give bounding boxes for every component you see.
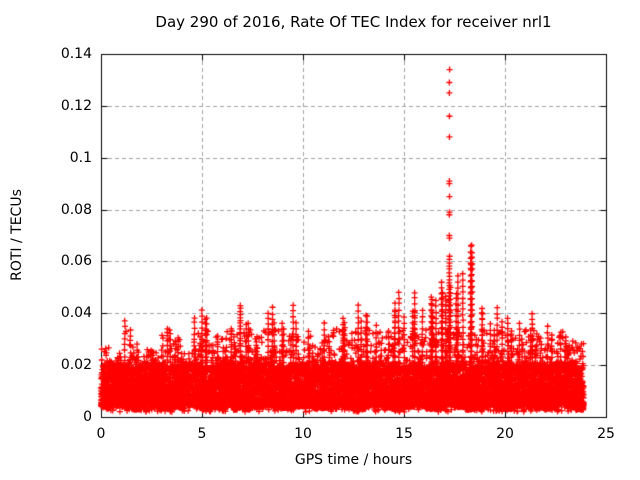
- x-axis-label: GPS time / hours: [294, 452, 413, 468]
- x-tick-label: 25: [597, 426, 615, 442]
- y-axis-label: ROTI / TECUs: [9, 189, 25, 281]
- y-tick-label: 0.02: [60, 357, 92, 374]
- x-tick-label: 20: [496, 426, 514, 442]
- x-tick-label: 5: [197, 426, 207, 442]
- x-tick-label: 10: [294, 426, 312, 442]
- y-tick-label: 0.1: [69, 149, 92, 166]
- y-tick-label: 0.12: [60, 97, 92, 114]
- y-tick-label: 0: [83, 409, 92, 425]
- y-tick-label: 0.06: [60, 253, 92, 270]
- y-tick-label: 0.14: [60, 46, 92, 62]
- y-tick-label: 0.08: [60, 201, 92, 218]
- x-tick-label: 15: [395, 426, 413, 442]
- y-tick-label: 0.04: [60, 305, 92, 322]
- chart-title: Day 290 of 2016, Rate Of TEC Index for r…: [155, 13, 552, 31]
- x-tick-label: 0: [96, 426, 106, 442]
